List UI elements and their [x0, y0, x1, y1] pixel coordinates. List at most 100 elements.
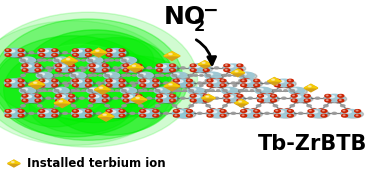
Ellipse shape: [109, 56, 113, 57]
Ellipse shape: [56, 64, 78, 73]
Ellipse shape: [111, 85, 113, 86]
Ellipse shape: [85, 110, 91, 112]
Ellipse shape: [87, 110, 89, 111]
Ellipse shape: [241, 79, 246, 82]
Ellipse shape: [259, 95, 261, 96]
Ellipse shape: [36, 97, 38, 98]
Ellipse shape: [273, 105, 277, 107]
Ellipse shape: [205, 69, 206, 70]
Ellipse shape: [102, 97, 108, 100]
Ellipse shape: [39, 51, 45, 54]
Ellipse shape: [46, 97, 51, 99]
Ellipse shape: [186, 84, 192, 87]
Ellipse shape: [88, 74, 93, 76]
Ellipse shape: [169, 53, 172, 55]
Ellipse shape: [58, 95, 65, 98]
Ellipse shape: [39, 84, 45, 87]
Ellipse shape: [158, 95, 160, 96]
Ellipse shape: [189, 82, 194, 84]
Ellipse shape: [291, 88, 297, 90]
Ellipse shape: [153, 79, 159, 82]
Ellipse shape: [304, 97, 310, 100]
Ellipse shape: [168, 71, 172, 73]
Ellipse shape: [155, 90, 160, 92]
Ellipse shape: [203, 94, 209, 97]
Ellipse shape: [202, 82, 206, 84]
Ellipse shape: [18, 110, 24, 112]
Ellipse shape: [175, 82, 177, 83]
Ellipse shape: [207, 112, 214, 115]
Ellipse shape: [63, 82, 67, 84]
Ellipse shape: [33, 100, 35, 101]
Ellipse shape: [25, 63, 29, 65]
Ellipse shape: [206, 74, 210, 76]
Ellipse shape: [311, 111, 318, 113]
Ellipse shape: [256, 97, 261, 99]
Ellipse shape: [65, 75, 69, 76]
Ellipse shape: [62, 38, 172, 108]
Ellipse shape: [73, 54, 78, 56]
Ellipse shape: [92, 101, 97, 103]
Ellipse shape: [181, 97, 185, 99]
Ellipse shape: [5, 84, 11, 87]
Ellipse shape: [209, 80, 210, 81]
Ellipse shape: [345, 109, 352, 112]
Ellipse shape: [200, 99, 206, 102]
Ellipse shape: [235, 101, 240, 103]
Ellipse shape: [39, 112, 45, 115]
Ellipse shape: [74, 110, 82, 113]
Ellipse shape: [207, 84, 213, 87]
Ellipse shape: [65, 64, 71, 67]
Ellipse shape: [72, 73, 78, 75]
Ellipse shape: [139, 73, 146, 75]
Ellipse shape: [356, 115, 358, 116]
Ellipse shape: [39, 49, 45, 52]
Ellipse shape: [273, 90, 277, 92]
Ellipse shape: [105, 79, 126, 87]
Ellipse shape: [261, 99, 267, 102]
Ellipse shape: [101, 82, 105, 84]
Ellipse shape: [37, 95, 38, 96]
Ellipse shape: [223, 112, 227, 114]
Ellipse shape: [34, 63, 38, 65]
Ellipse shape: [160, 69, 166, 72]
Ellipse shape: [275, 80, 296, 88]
Ellipse shape: [322, 110, 324, 111]
Ellipse shape: [204, 97, 206, 98]
Ellipse shape: [106, 110, 129, 118]
Ellipse shape: [174, 110, 196, 118]
Ellipse shape: [52, 49, 58, 52]
Polygon shape: [91, 48, 107, 53]
Ellipse shape: [270, 97, 276, 100]
Ellipse shape: [332, 112, 336, 114]
Ellipse shape: [104, 90, 108, 91]
Ellipse shape: [102, 99, 108, 102]
Ellipse shape: [41, 50, 48, 52]
Ellipse shape: [53, 57, 69, 64]
Ellipse shape: [272, 95, 274, 96]
Ellipse shape: [20, 54, 22, 55]
Ellipse shape: [170, 69, 175, 72]
Ellipse shape: [158, 69, 160, 70]
Ellipse shape: [152, 81, 159, 85]
Ellipse shape: [44, 51, 175, 135]
Ellipse shape: [239, 69, 240, 70]
Ellipse shape: [119, 49, 125, 52]
Ellipse shape: [53, 54, 55, 55]
Ellipse shape: [68, 66, 74, 69]
Ellipse shape: [189, 90, 194, 92]
Ellipse shape: [226, 67, 228, 68]
Ellipse shape: [174, 110, 179, 112]
Ellipse shape: [54, 74, 59, 76]
Ellipse shape: [88, 90, 93, 92]
Ellipse shape: [104, 72, 119, 79]
Ellipse shape: [221, 87, 237, 94]
Ellipse shape: [227, 93, 231, 95]
Ellipse shape: [324, 97, 328, 99]
Ellipse shape: [48, 80, 52, 81]
Ellipse shape: [104, 95, 105, 96]
Ellipse shape: [88, 52, 93, 54]
Ellipse shape: [106, 110, 112, 112]
Ellipse shape: [85, 67, 88, 69]
Ellipse shape: [106, 81, 113, 85]
